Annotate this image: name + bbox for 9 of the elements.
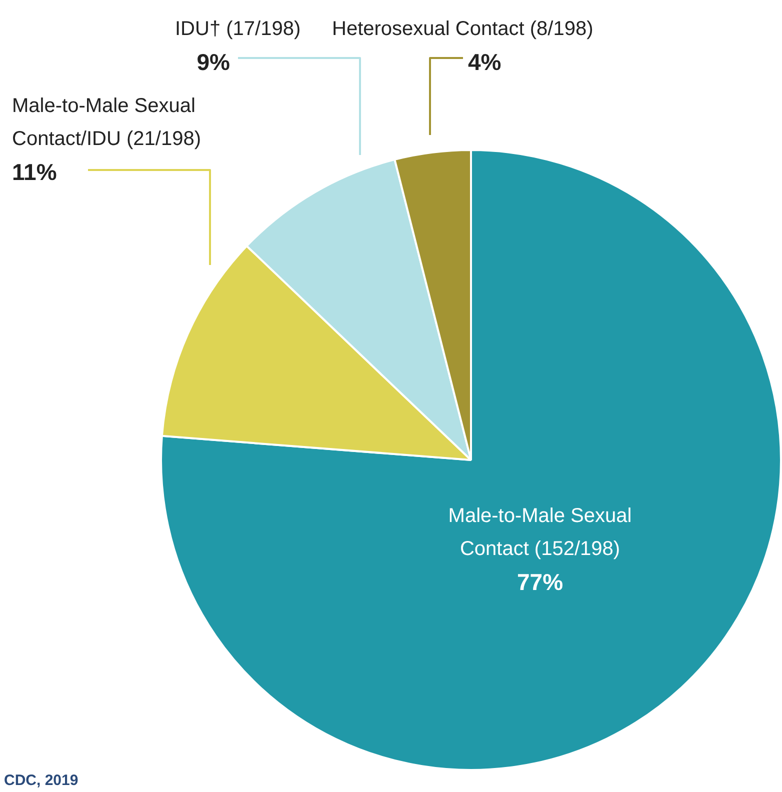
slice-label: Heterosexual Contact (8/198) <box>332 18 594 40</box>
data-label: 9% <box>196 49 230 75</box>
data-label: 77% <box>516 569 564 595</box>
slice-label: IDU† (17/198) <box>175 18 301 40</box>
data-label: 4% <box>468 49 502 75</box>
slice-label: Male-to-Male Sexual Contact (152/198) <box>448 505 632 560</box>
text: CDC, 2019 <box>4 772 78 789</box>
data-label: 11% <box>12 159 57 185</box>
slice-label: Male-to-Male Sexual Contact/IDU (21/198) <box>12 95 201 150</box>
